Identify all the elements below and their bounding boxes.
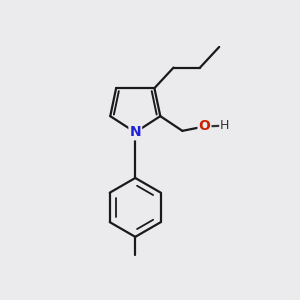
Text: N: N	[130, 125, 141, 139]
Text: O: O	[199, 119, 210, 134]
Text: H: H	[220, 119, 229, 132]
